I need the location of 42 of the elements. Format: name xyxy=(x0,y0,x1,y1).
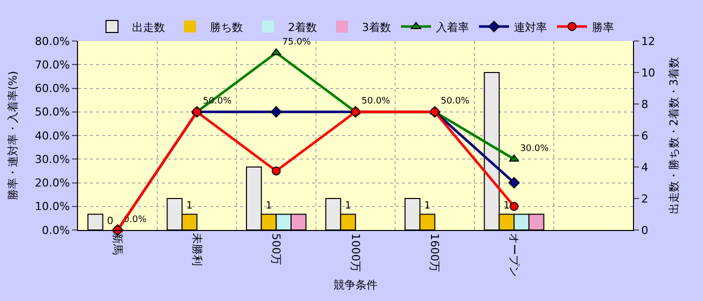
y2-tick-label: 6 xyxy=(641,129,648,142)
data-label: 0 xyxy=(107,216,114,227)
y2-tick-label: 12 xyxy=(641,34,656,48)
legend-label: 勝ち数 xyxy=(210,20,243,34)
x-tick-label: 新馬 xyxy=(111,233,124,256)
y2-tick-label: 10 xyxy=(641,66,656,80)
y-tick-label: 20.0% xyxy=(34,176,70,190)
y2-tick-label: 8 xyxy=(641,98,648,111)
y-tick-label: 60.0% xyxy=(34,82,70,96)
x-tick-label: 500万 xyxy=(270,233,283,266)
y-tick-label: 40.0% xyxy=(34,129,70,142)
legend-label: 連対率 xyxy=(514,20,547,34)
x-tick-label: 1000万 xyxy=(348,233,362,272)
y-axis-title: 勝率・連対率・入着率(%) xyxy=(6,70,20,200)
legend-label: 2着数 xyxy=(288,20,317,34)
x-tick-label: 未勝利 xyxy=(190,233,204,266)
legend-label: 入着率 xyxy=(436,20,469,34)
x-tick-label: オープン xyxy=(507,233,520,278)
legend-label: 勝率 xyxy=(592,20,614,34)
y-tick-label: 50.0% xyxy=(34,106,70,119)
y-tick-label: 80.0% xyxy=(34,34,70,48)
y-tick-label: 0.0% xyxy=(42,224,70,237)
x-tick-label: 1600万 xyxy=(428,233,442,272)
legend-label: 3着数 xyxy=(362,20,391,34)
data-label: 75.0% xyxy=(282,38,312,48)
data-label: 1 xyxy=(186,200,193,212)
y-tick-label: 30.0% xyxy=(34,152,70,166)
data-label: 1 xyxy=(503,200,510,212)
y2-tick-label: 4 xyxy=(641,160,648,174)
y2-tick-label: 0 xyxy=(641,224,648,237)
data-label: 30.0% xyxy=(520,144,550,154)
y2-axis-title: 出走数・勝ち数・2着数・3着数 xyxy=(667,57,680,214)
y-tick-label: 70.0% xyxy=(34,58,70,72)
data-label: 50.0% xyxy=(440,96,470,107)
y2-tick-label: 2 xyxy=(641,192,648,206)
y-tick-label: 10.0% xyxy=(34,200,70,214)
data-label: 1 xyxy=(266,200,272,212)
data-label: 1 xyxy=(424,200,431,212)
legend-label: 出走数 xyxy=(132,20,165,34)
data-label: 1 xyxy=(344,200,352,212)
data-label: 50.0% xyxy=(362,96,391,107)
x-axis-title: 競争条件 xyxy=(334,278,378,292)
